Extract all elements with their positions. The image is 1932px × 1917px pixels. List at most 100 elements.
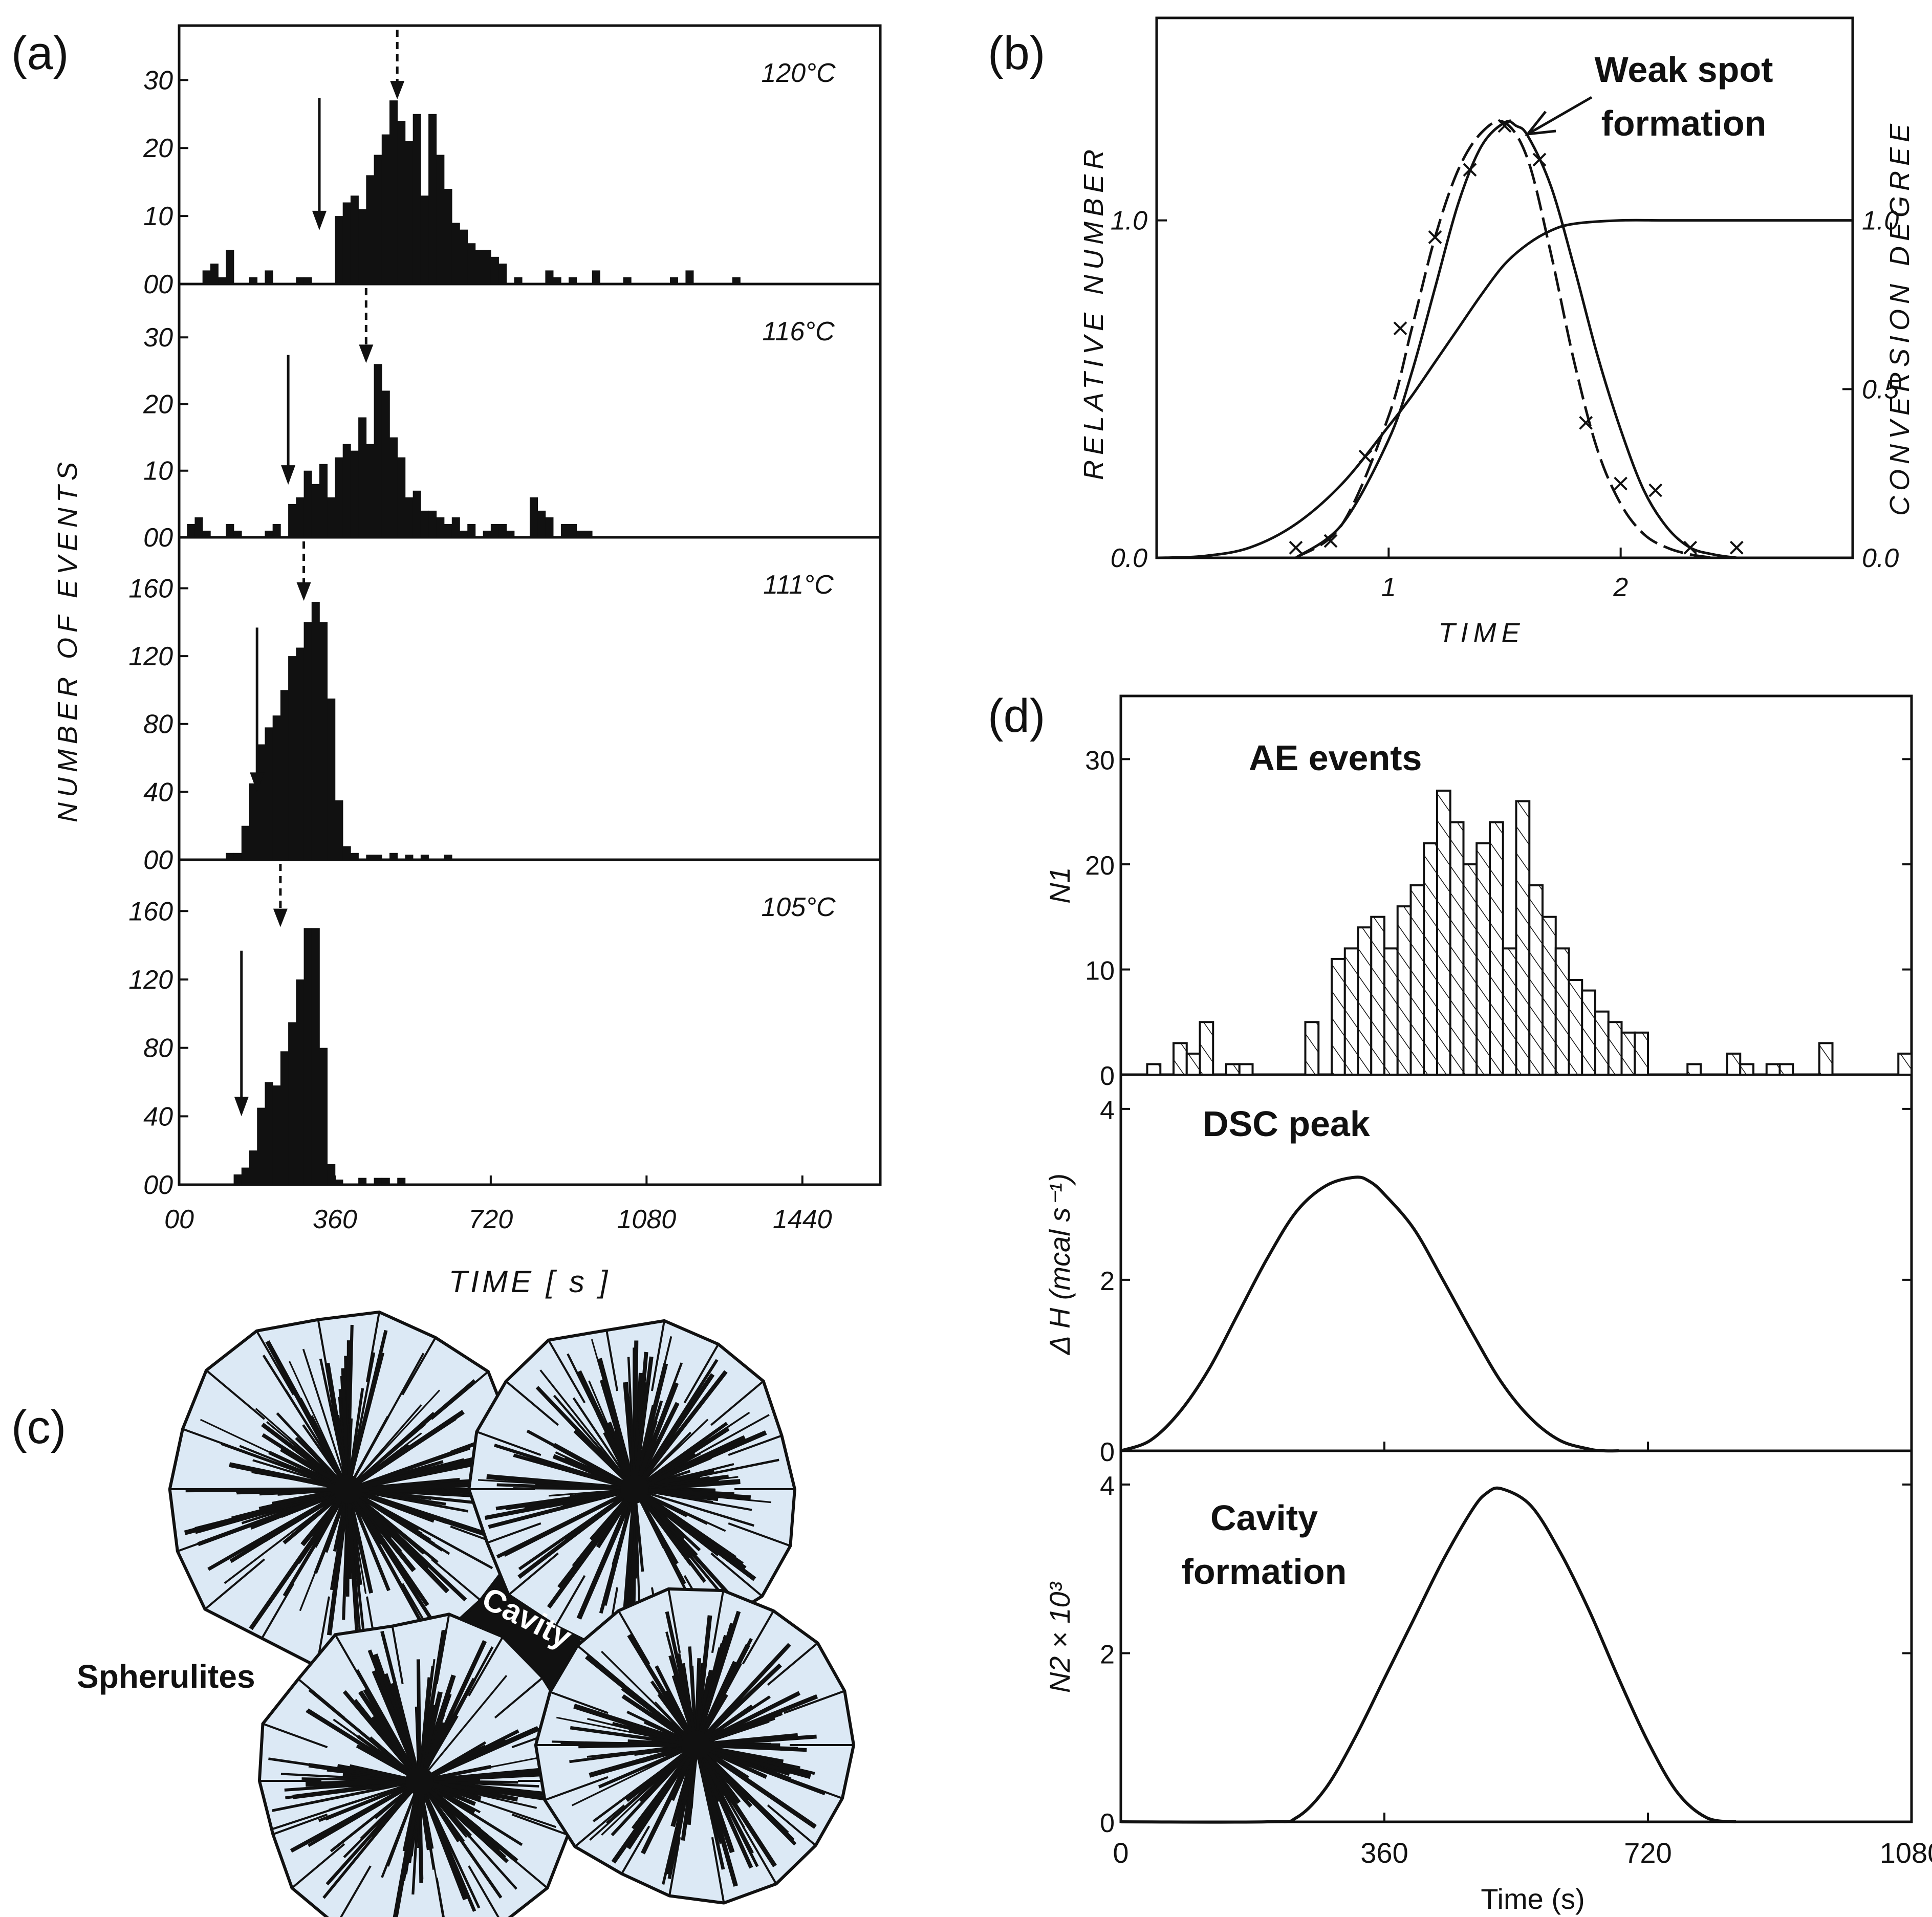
segment-boundary — [550, 1691, 609, 1714]
lamella-line — [667, 1745, 698, 1879]
histogram-bar — [420, 510, 429, 537]
segment-boundary — [742, 1610, 775, 1665]
segment-boundary — [577, 1645, 625, 1686]
histogram-bar — [265, 727, 273, 860]
measured-point-marker — [1683, 540, 1698, 555]
lamella-line — [262, 1433, 349, 1491]
lamella-line — [632, 1382, 679, 1490]
measured-point-marker — [1532, 153, 1547, 167]
lamella-line — [634, 1487, 751, 1500]
lamella-line — [694, 1745, 725, 1870]
lamella-line — [576, 1488, 637, 1620]
spherulite-nucleus — [682, 1731, 710, 1759]
histogram-bar — [280, 690, 289, 860]
segment-boundary — [728, 1522, 791, 1547]
histogram-bar — [350, 195, 359, 284]
histogram-bar — [226, 524, 234, 537]
histogram-bar — [569, 524, 577, 537]
lamella-line — [346, 1489, 359, 1631]
lamella-line — [346, 1353, 385, 1490]
histogram-bar — [389, 100, 398, 284]
histogram-bar — [226, 250, 234, 284]
lamella-line — [347, 1488, 424, 1555]
spherulite — [534, 1587, 856, 1905]
ae-histogram-bar — [1542, 916, 1557, 1076]
lamella-line — [299, 1489, 349, 1611]
segment-boundary — [511, 1813, 569, 1836]
histogram-bar — [545, 270, 554, 284]
ae-histogram-bar — [1449, 821, 1465, 1076]
ae-histogram-bar — [1185, 1052, 1201, 1076]
segment-boundary — [508, 1552, 559, 1596]
lamella-line — [633, 1487, 721, 1557]
d-y-axis-label: N2 × 10³ — [1044, 1581, 1076, 1693]
d-x-tick-label: 1080 — [1880, 1837, 1932, 1869]
histogram-bar — [358, 209, 367, 284]
histogram-bar — [381, 390, 390, 537]
lamella-line — [329, 1780, 420, 1811]
measured-point-marker — [1497, 119, 1512, 133]
b-x-tick-label: 2 — [1613, 573, 1628, 602]
onset-arrowhead — [250, 772, 265, 792]
segment-boundary — [334, 1634, 372, 1696]
histogram-bar — [327, 497, 336, 537]
lamella-line — [419, 1674, 508, 1782]
segment-boundary — [710, 1380, 764, 1426]
histogram-bar — [670, 277, 679, 284]
histogram-bar — [272, 715, 281, 860]
dsc-curve — [1120, 1175, 1619, 1453]
segment-boundary — [291, 1843, 345, 1889]
lamella-line — [598, 1744, 697, 1789]
spherulite — [168, 1310, 530, 1668]
y-tick-label: 160 — [128, 897, 173, 926]
b-y-tick-label: 0.0 — [1111, 543, 1147, 573]
d-y-tick-label: 2 — [1100, 1267, 1115, 1296]
lamella-line — [419, 1779, 523, 1846]
cavity-curve — [1120, 1486, 1736, 1824]
ae-histogram-bar — [1396, 905, 1412, 1076]
segment-boundary — [605, 1330, 619, 1391]
lamella-line — [494, 1443, 635, 1491]
histogram-bar — [444, 524, 452, 537]
lamella-line — [634, 1419, 709, 1490]
histogram-bar — [444, 855, 452, 860]
ae-histogram-bar — [1554, 947, 1570, 1076]
histogram-bar — [405, 855, 414, 860]
histogram-bar — [374, 364, 382, 537]
lamella-line — [627, 1357, 636, 1490]
lamella-line — [280, 1773, 420, 1782]
lamella-line — [346, 1488, 422, 1622]
segment-boundary — [366, 1312, 380, 1382]
lamella-line — [346, 1410, 465, 1491]
y-tick-label: 10 — [143, 456, 173, 486]
measured-point-marker — [1614, 476, 1628, 491]
panel-b-annotation-line1: Weak spot — [1595, 50, 1773, 90]
peak-arrowhead — [359, 344, 374, 363]
histogram-bar — [241, 825, 250, 860]
histogram-bar — [311, 928, 320, 1185]
histogram-bar — [389, 853, 398, 860]
histogram-bar — [319, 1048, 328, 1185]
ae-histogram-bar — [1726, 1052, 1742, 1076]
lamella-line — [631, 1744, 698, 1829]
segment-boundary — [262, 1723, 328, 1749]
ae-histogram-bar — [1739, 1063, 1754, 1076]
ae-histogram-bar — [1238, 1063, 1254, 1076]
histogram-bar — [460, 530, 468, 537]
y-tick-label: 40 — [143, 777, 173, 807]
lamella-line — [256, 1487, 350, 1545]
histogram-bar — [560, 524, 569, 537]
d-y-tick-label: 30 — [1085, 746, 1115, 775]
histogram-bar — [420, 195, 429, 284]
lamella-line — [306, 1778, 420, 1787]
segment-boundary — [436, 1877, 445, 1917]
peak-arrowhead — [273, 908, 288, 927]
panel-label-c: (c) — [11, 1401, 66, 1453]
lamella-line — [655, 1665, 698, 1746]
histogram-bar — [202, 270, 211, 284]
x-tick-label: 00 — [164, 1205, 194, 1234]
lamella-line — [347, 1389, 441, 1490]
y-tick-label: 00 — [143, 845, 173, 875]
panel-d-composite: 0 10 20 30 N1 0 2 4 Δ H (mcal s⁻¹) 0 2 4 N2 × 10³ 0 36… — [1044, 694, 1932, 1915]
